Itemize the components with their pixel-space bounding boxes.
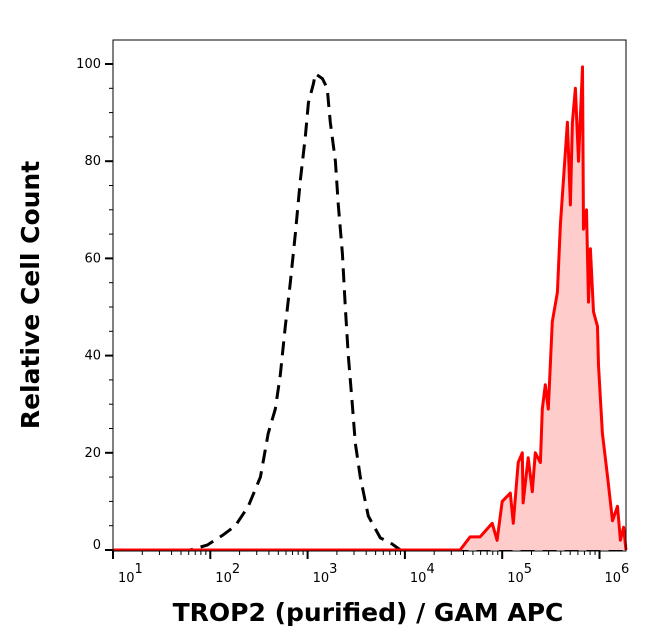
y-tick-label: 80 — [84, 154, 101, 169]
series-line-1 — [113, 65, 628, 552]
x-tick-label: 101 — [118, 562, 143, 586]
x-tick-label: 103 — [313, 562, 338, 586]
y-tick-label: 60 — [84, 251, 101, 266]
plot-frame — [112, 39, 627, 552]
series-layer — [113, 65, 628, 552]
x-tick-label: 104 — [410, 562, 435, 586]
y-tick-label: 100 — [76, 57, 101, 72]
x-tick-label: 105 — [507, 562, 532, 586]
series-fill-1 — [113, 66, 626, 551]
y-axis-title: Relative Cell Count — [16, 161, 45, 429]
y-tick-label: 20 — [84, 446, 101, 461]
x-tick-label: 102 — [215, 562, 240, 586]
y-axis: 0 20 40 60 80 100 — [76, 57, 113, 553]
x-axis-title: TROP2 (purified) / GAM APC — [173, 598, 564, 627]
y-tick-label: 40 — [84, 349, 101, 364]
y-tick-label: 0 — [93, 538, 101, 553]
x-tick-label: 106 — [605, 562, 630, 586]
x-axis: 101 102 103 104 105 106 — [112, 551, 630, 586]
